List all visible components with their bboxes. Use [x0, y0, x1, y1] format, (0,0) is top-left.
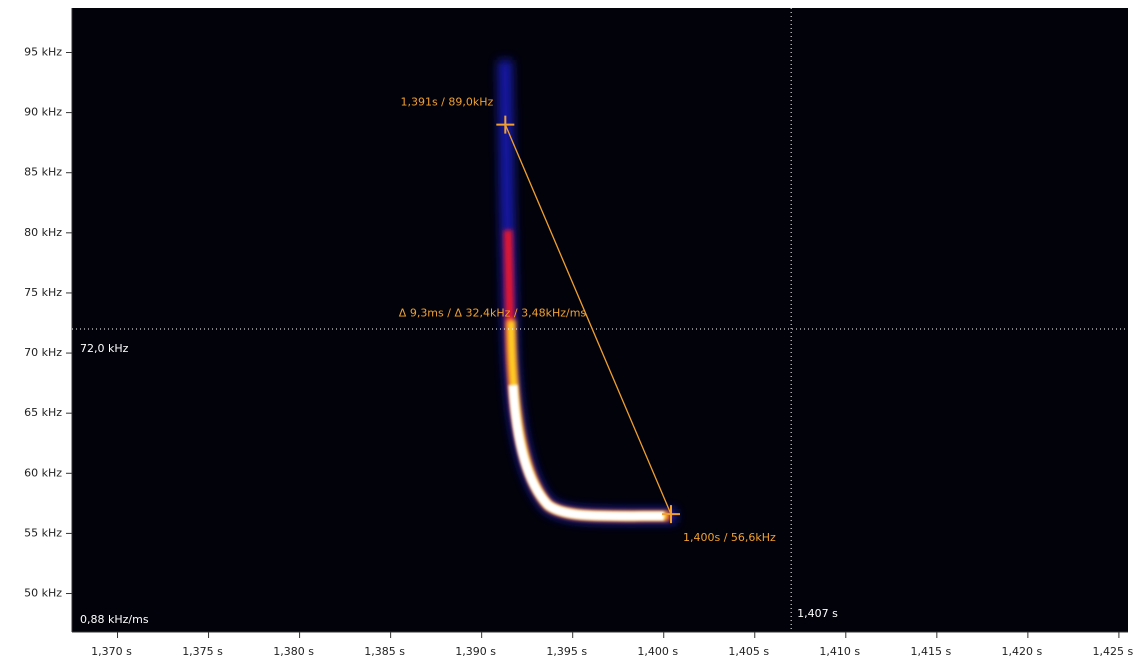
x-tick-label: 1,375 s — [182, 645, 223, 658]
cursor-x-label: 1,407 s — [797, 607, 838, 620]
y-tick-label: 80 kHz — [24, 226, 62, 239]
plot-area — [72, 8, 1128, 632]
measurement-marker — [662, 505, 681, 524]
x-tick-label: 1,380 s — [273, 645, 314, 658]
y-tick-label: 65 kHz — [24, 406, 62, 419]
measurement-line — [504, 124, 672, 515]
x-tick-label: 1,425 s — [1093, 645, 1134, 658]
y-tick-label: 50 kHz — [24, 587, 62, 600]
x-tick-label: 1,370 s — [91, 645, 132, 658]
x-tick-label: 1,385 s — [364, 645, 405, 658]
point-label: 1,400s / 56,6kHz — [683, 531, 776, 544]
measurement-marker — [496, 115, 515, 134]
spectrogram-image — [498, 59, 682, 525]
y-tick-label: 90 kHz — [24, 106, 62, 119]
point-label: 1,391s / 89,0kHz — [400, 96, 493, 109]
slope-label: 0,88 kHz/ms — [80, 613, 149, 626]
x-tick-label: 1,420 s — [1002, 645, 1043, 658]
y-tick-label: 85 kHz — [24, 166, 62, 179]
y-tick-label: 75 kHz — [24, 286, 62, 299]
x-tick-label: 1,390 s — [455, 645, 496, 658]
y-tick-label: 55 kHz — [24, 526, 62, 539]
x-tick-label: 1,410 s — [819, 645, 860, 658]
x-tick-label: 1,405 s — [728, 645, 769, 658]
x-tick-label: 1,395 s — [546, 645, 587, 658]
delta-label: Δ 9,3ms / Δ 32,4kHz / 3,48kHz/ms — [399, 306, 587, 319]
cursor-y-label: 72,0 kHz — [80, 342, 129, 355]
axes: 50 kHz 55 kHz 60 kHz 65 kHz 70 kHz 75 kHz 80 k… — [24, 8, 1134, 658]
y-tick-label: 70 kHz — [24, 346, 62, 359]
x-tick-label: 1,400 s — [637, 645, 678, 658]
y-tick-label: 95 kHz — [24, 45, 62, 58]
y-tick-label: 60 kHz — [24, 466, 62, 479]
x-tick-label: 1,415 s — [910, 645, 951, 658]
